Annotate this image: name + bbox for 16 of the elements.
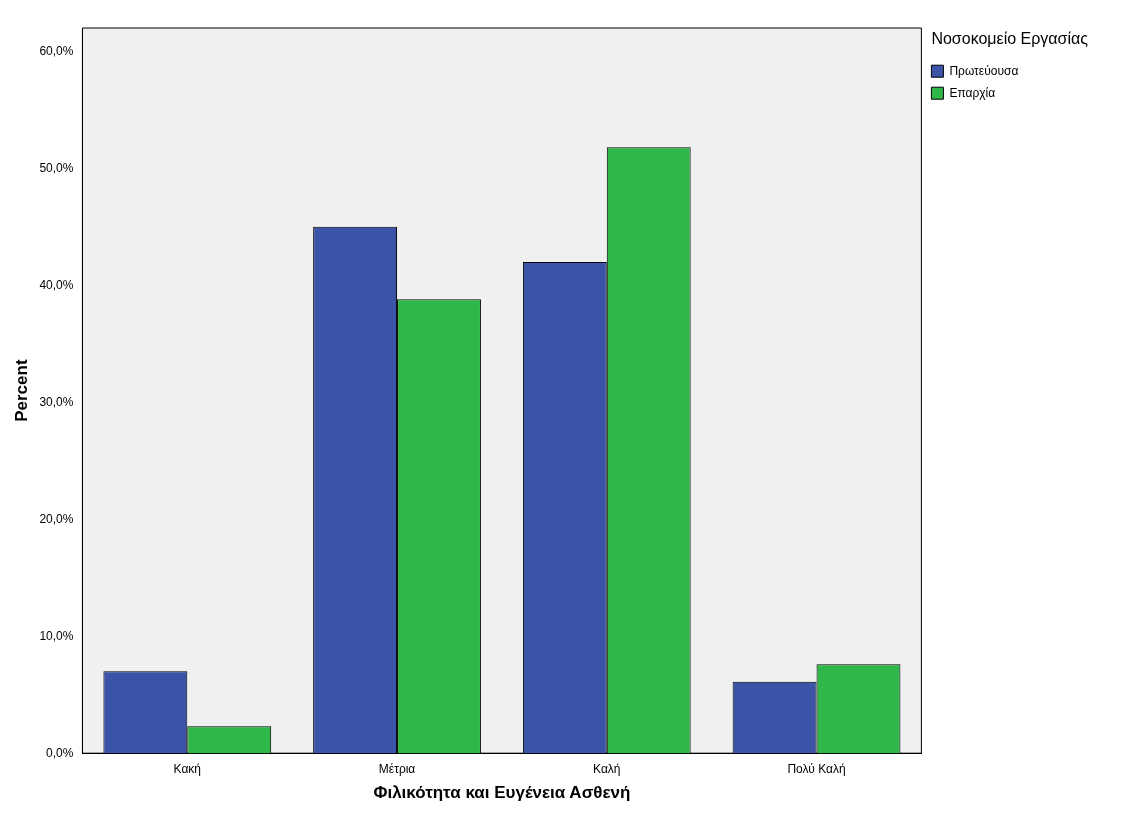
x-axis-title: Φιλικότητα και Ευγένεια Ασθενή	[373, 783, 631, 803]
y-tick-label: 20,0%	[39, 511, 74, 526]
y-axis-title: Percent	[11, 359, 31, 422]
legend-title: Νοσοκομείο Εργασίας	[931, 30, 1089, 48]
y-tick-label: 30,0%	[39, 394, 74, 409]
y-tick-label: 60,0%	[39, 43, 74, 58]
y-tick-label: 50,0%	[39, 160, 74, 175]
y-tick-label: 40,0%	[39, 277, 74, 292]
x-tick-label: Κακή	[173, 761, 202, 776]
legend-label: Πρωτεύουσα	[949, 63, 1019, 78]
y-tick-label: 10,0%	[39, 628, 74, 643]
x-tick-label: Καλή	[593, 761, 621, 776]
x-tick-label: Πολύ Καλή	[787, 761, 846, 776]
x-tick-label: Μέτρια	[378, 761, 416, 776]
legend-label: Επαρχία	[949, 85, 996, 100]
y-tick-label: 0,0%	[46, 745, 74, 760]
